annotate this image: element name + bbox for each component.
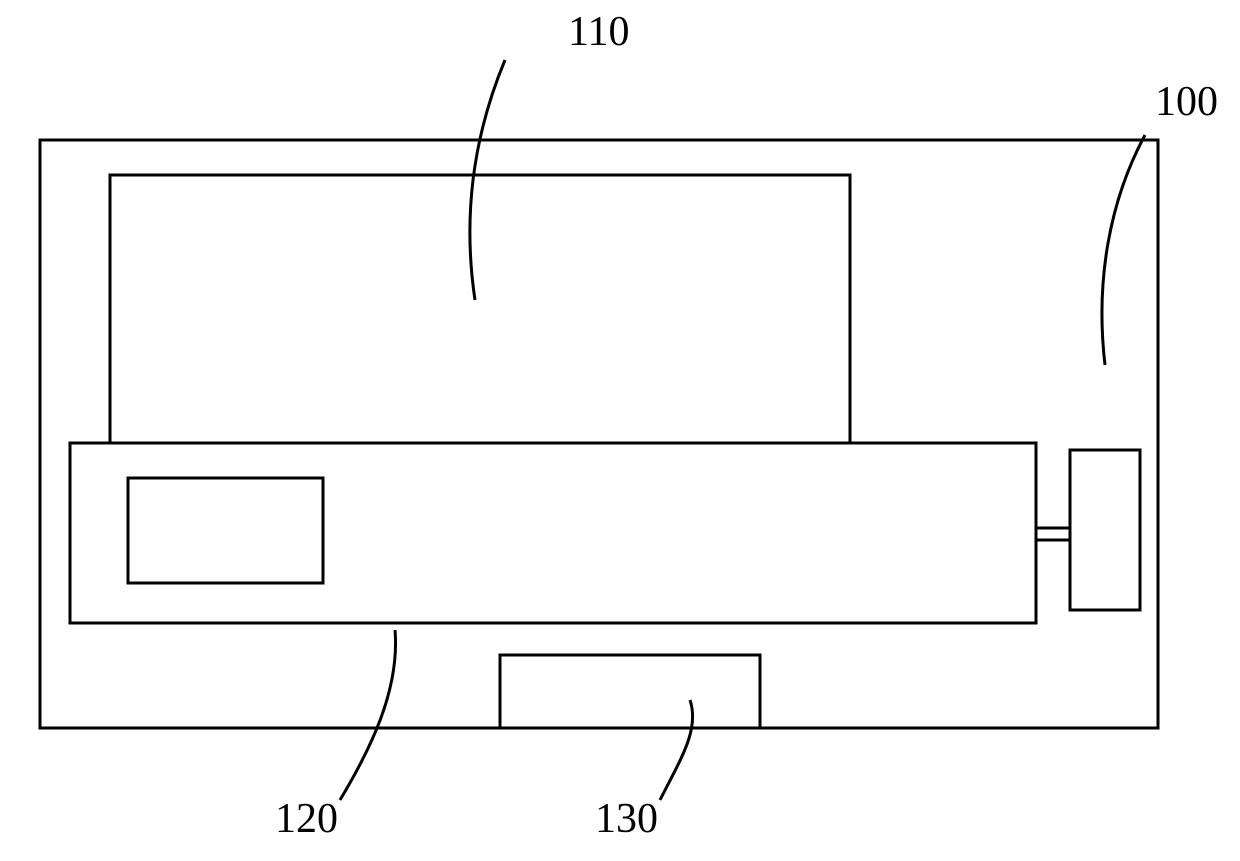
label-120: 120 bbox=[275, 796, 338, 842]
label-110: 110 bbox=[568, 9, 629, 55]
canvas-background bbox=[0, 0, 1240, 861]
label-100: 100 bbox=[1155, 79, 1218, 125]
label-130: 130 bbox=[595, 796, 658, 842]
